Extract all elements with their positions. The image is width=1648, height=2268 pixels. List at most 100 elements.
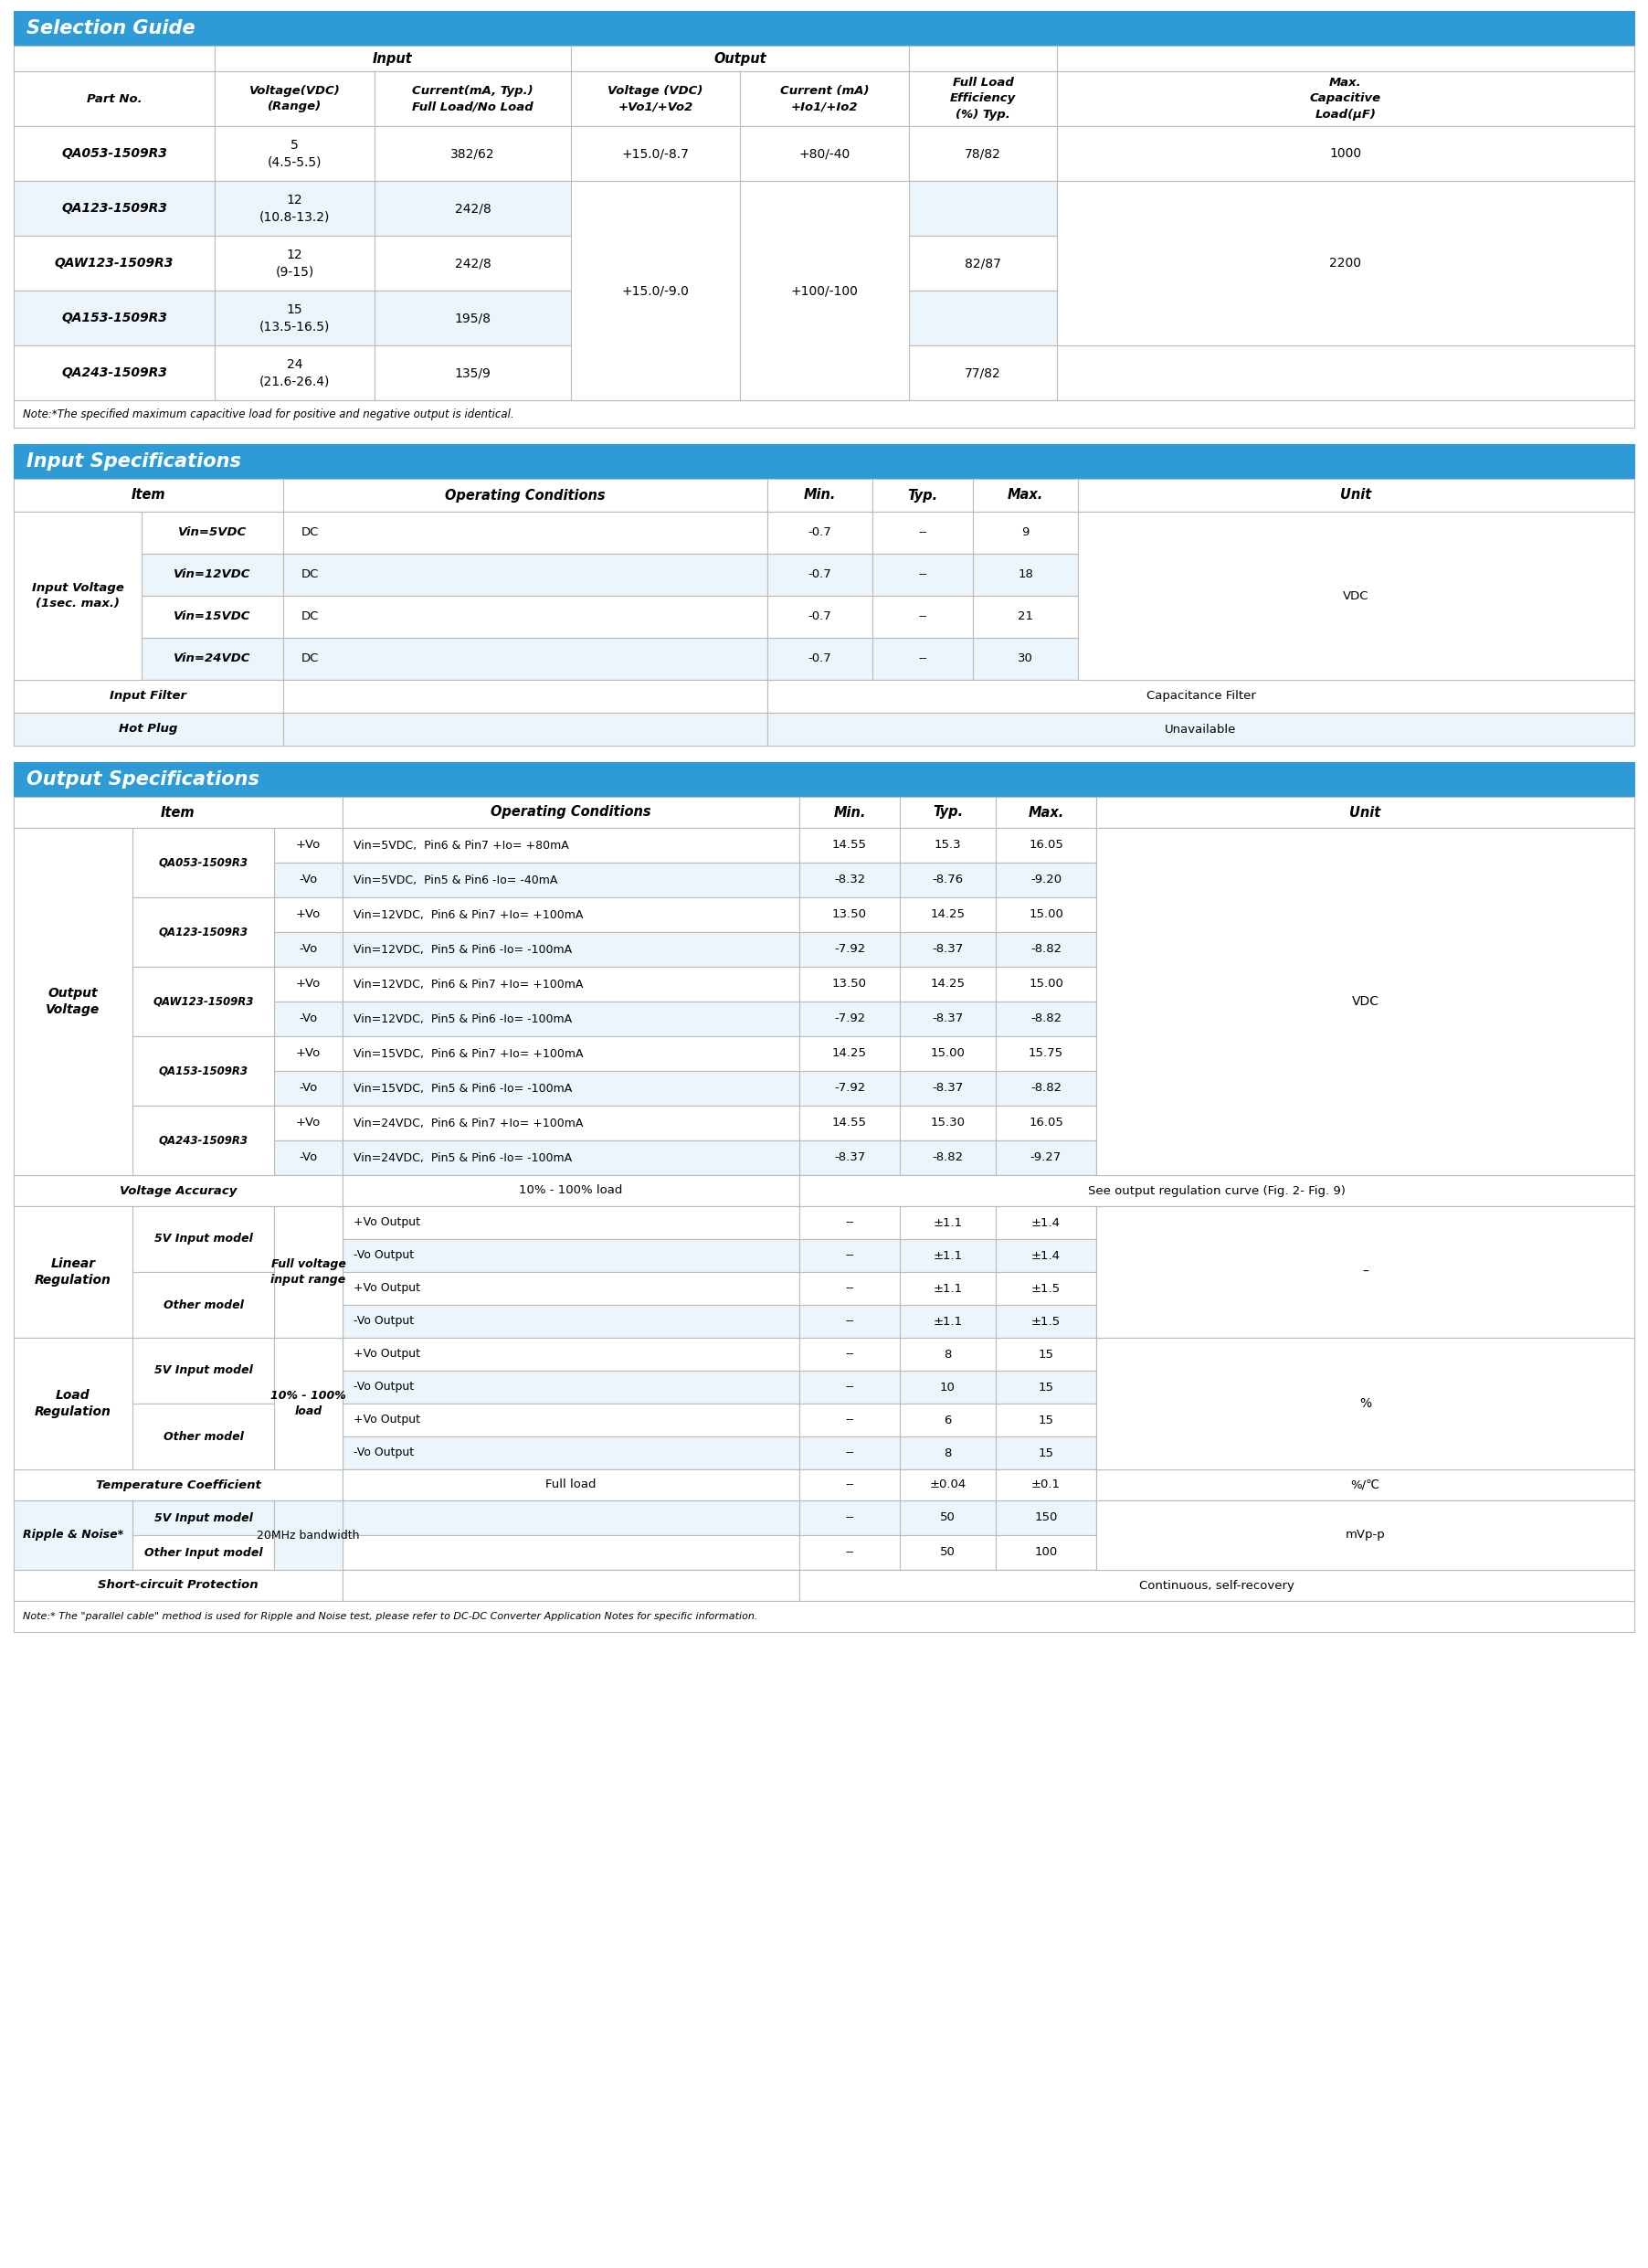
Text: Voltage(VDC)
(Range): Voltage(VDC) (Range) [249,84,339,113]
Bar [13,1470,1635,1501]
Bar [995,932,1096,966]
Text: Note:*The specified maximum capacitive load for positive and negative output is : Note:*The specified maximum capacitive l… [23,408,514,420]
Bar [132,828,274,898]
Text: -0.7: -0.7 [808,610,832,624]
Text: Min.: Min. [804,488,836,501]
Bar [274,1070,343,1107]
Bar [872,637,972,680]
Bar [132,1501,274,1535]
Bar [799,1338,900,1370]
Bar [995,1436,1096,1470]
Bar [799,1404,900,1436]
Text: -8.82: -8.82 [1030,943,1061,955]
Bar [900,1036,995,1070]
Text: --: -- [918,610,926,624]
Text: Current(mA, Typ.)
Full Load/No Load: Current(mA, Typ.) Full Load/No Load [412,84,534,113]
Bar [274,966,343,1002]
Text: ±1.5: ±1.5 [1032,1315,1061,1327]
Bar [274,828,343,862]
Text: 5
(4.5-5.5): 5 (4.5-5.5) [267,138,321,168]
Bar [132,1535,274,1569]
Text: ±0.1: ±0.1 [1032,1479,1061,1490]
Bar [343,1436,799,1470]
Text: +100/-100: +100/-100 [791,284,859,297]
Text: QA153-1509R3: QA153-1509R3 [61,311,166,324]
Bar [972,596,1078,637]
Bar [343,1002,799,1036]
Text: -Vo: -Vo [298,943,318,955]
Text: DC: DC [302,526,320,540]
Bar [13,127,214,181]
Text: +Vo: +Vo [297,1048,321,1059]
Bar [1096,1535,1635,1569]
Bar [132,1036,274,1107]
Text: Temperature Coefficient: Temperature Coefficient [96,1479,260,1490]
Text: Typ.: Typ. [908,488,938,501]
Bar [900,796,995,828]
Bar [1096,1070,1635,1107]
Text: -Vo Output: -Vo Output [354,1381,414,1393]
Text: 15.30: 15.30 [931,1118,966,1129]
Bar [132,966,274,1036]
Bar [900,1436,995,1470]
Text: %: % [1360,1397,1371,1411]
Bar [799,1238,900,1272]
Bar [900,1272,995,1304]
Bar [274,1141,343,1175]
Bar [799,1107,900,1141]
Text: 14.25: 14.25 [832,1048,867,1059]
Bar [343,1569,799,1601]
Text: Unavailable: Unavailable [1165,723,1236,735]
Bar [274,862,343,898]
Text: Unit: Unit [1340,488,1371,501]
Text: 2200: 2200 [1330,256,1361,270]
Bar [900,1470,995,1501]
Text: mVp-p: mVp-p [1345,1547,1386,1558]
Text: -8.82: -8.82 [1030,1014,1061,1025]
Bar [995,898,1096,932]
Bar [274,1501,343,1569]
Text: 12
(9-15): 12 (9-15) [275,249,313,279]
Bar [1056,70,1635,127]
Bar [13,45,1635,70]
Text: 15: 15 [1038,1347,1053,1361]
Text: --: -- [845,1381,854,1393]
Text: Input: Input [372,52,412,66]
Text: +15.0/-8.7: +15.0/-8.7 [621,147,689,161]
Bar [740,127,910,181]
Bar [1096,898,1635,932]
Bar [995,1338,1096,1370]
Bar [343,1535,799,1569]
Bar [132,1207,274,1272]
Bar [343,1141,799,1175]
Text: 15: 15 [1038,1381,1053,1393]
Text: -Vo: -Vo [298,1014,318,1025]
Bar [910,290,1056,345]
Bar [343,1107,799,1141]
Text: 10% - 100% load: 10% - 100% load [519,1184,623,1198]
Bar [214,70,374,127]
Bar [1078,479,1635,513]
Bar [900,1370,995,1404]
Bar [900,1304,995,1338]
Text: Min.: Min. [834,805,865,819]
Text: --: -- [845,1250,854,1261]
Text: Vin=15VDC,  Pin5 & Pin6 -Io= -100mA: Vin=15VDC, Pin5 & Pin6 -Io= -100mA [354,1082,572,1093]
Bar [132,1272,274,1338]
Text: ±1.1: ±1.1 [933,1216,962,1229]
Text: Max.: Max. [1007,488,1043,501]
Text: 24
(21.6-26.4): 24 (21.6-26.4) [259,358,330,388]
Text: 15: 15 [1038,1413,1053,1427]
Bar [142,553,283,596]
Text: 5V Input model: 5V Input model [153,1365,252,1377]
Bar [13,1569,343,1601]
Bar [910,45,1056,70]
Bar [214,290,374,345]
Text: 135/9: 135/9 [455,367,491,379]
Text: 15.75: 15.75 [1028,1048,1063,1059]
Text: Input Filter: Input Filter [110,689,186,703]
Bar [274,1036,343,1070]
Bar [1056,181,1635,345]
Text: Vin=12VDC,  Pin6 & Pin7 +Io= +100mA: Vin=12VDC, Pin6 & Pin7 +Io= +100mA [354,909,583,921]
Text: --: -- [845,1547,854,1558]
